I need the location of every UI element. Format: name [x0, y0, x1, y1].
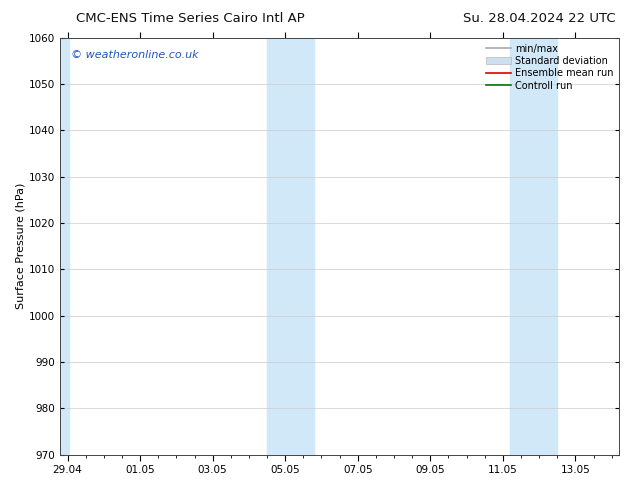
Text: © weatheronline.co.uk: © weatheronline.co.uk — [72, 50, 199, 60]
Y-axis label: Surface Pressure (hPa): Surface Pressure (hPa) — [15, 183, 25, 309]
Legend: min/max, Standard deviation, Ensemble mean run, Controll run: min/max, Standard deviation, Ensemble me… — [482, 40, 617, 95]
Bar — [267, 38, 314, 455]
Bar — [60, 38, 69, 455]
Bar — [510, 38, 557, 455]
Text: Su. 28.04.2024 22 UTC: Su. 28.04.2024 22 UTC — [463, 12, 616, 25]
Text: CMC-ENS Time Series Cairo Intl AP: CMC-ENS Time Series Cairo Intl AP — [76, 12, 304, 25]
